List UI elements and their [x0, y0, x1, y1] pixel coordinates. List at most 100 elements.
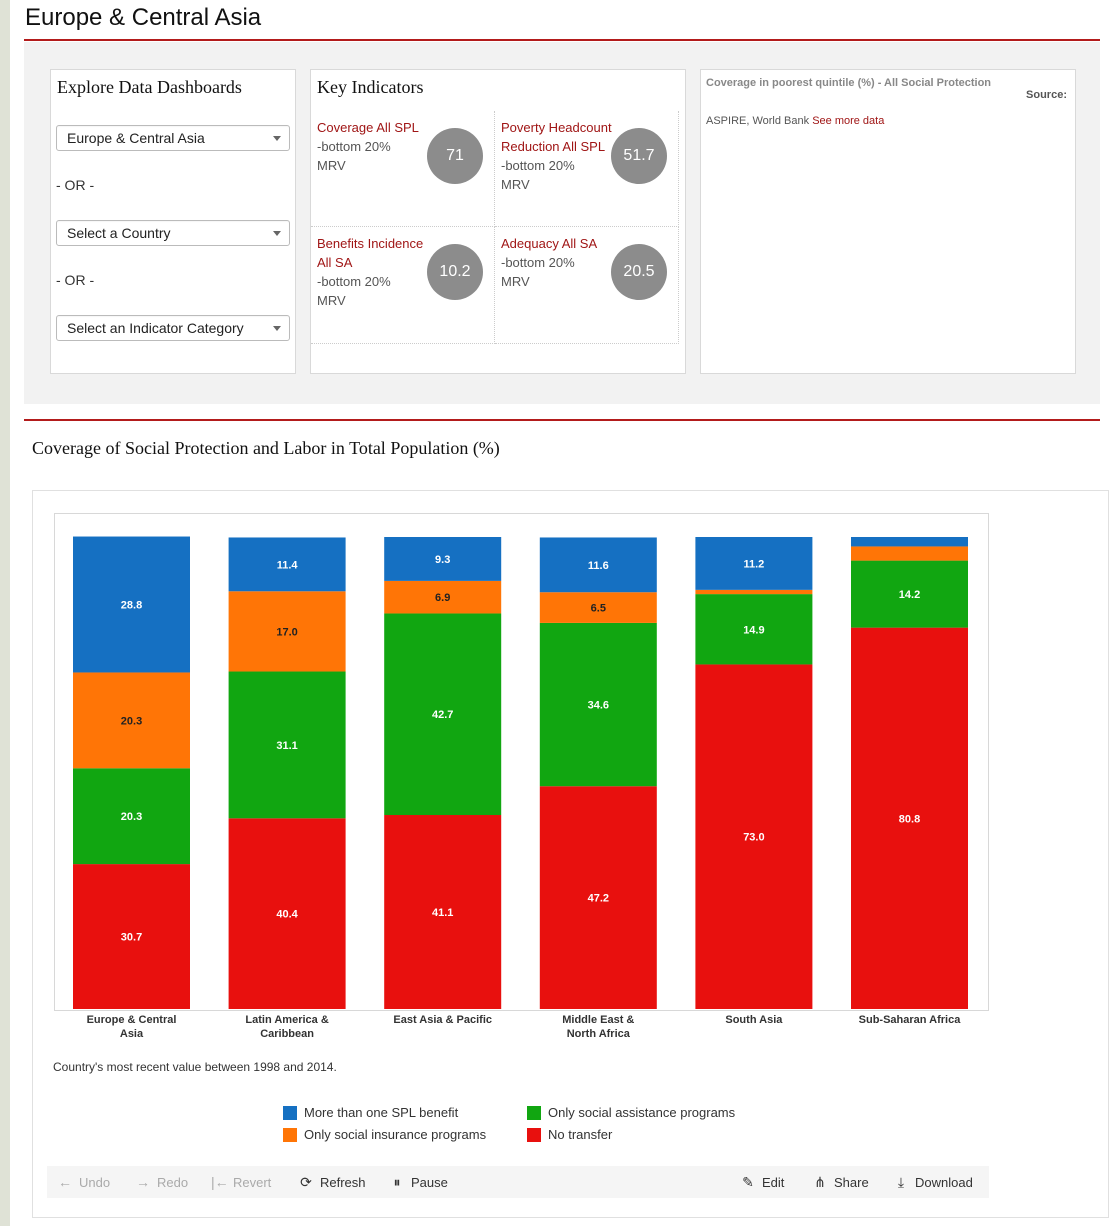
- data-label: 17.0: [276, 626, 297, 638]
- bar-segment[interactable]: [384, 815, 502, 1009]
- country-select-value: Select a Country: [67, 225, 171, 241]
- data-label: 20.3: [121, 811, 142, 823]
- revert-label: Revert: [233, 1175, 272, 1190]
- bar-segment[interactable]: [851, 560, 968, 628]
- data-label: 11.6: [588, 560, 609, 572]
- indicator-period: MRV: [317, 293, 346, 308]
- redo-button[interactable]: → Redo: [135, 1174, 188, 1190]
- download-icon: ⤓: [897, 1174, 905, 1190]
- edit-button[interactable]: ✎ Edit: [740, 1174, 784, 1190]
- x-tick-label: Latin America &: [245, 1014, 328, 1026]
- bar-segment[interactable]: [228, 671, 346, 819]
- arrow-right-icon: →: [136, 1174, 150, 1190]
- bar-segment[interactable]: [539, 592, 657, 623]
- bar-segment[interactable]: [73, 536, 190, 673]
- download-button[interactable]: ⤓ Download: [893, 1174, 973, 1190]
- revert-icon: |←: [211, 1174, 229, 1190]
- viz-toolbar: ← Undo → Redo |← Revert ⟳ Refresh ⏸ Pause ✎ Ed…: [47, 1166, 989, 1198]
- indicator-qualifier: -bottom 20%: [501, 255, 575, 270]
- indicator-value: 71: [427, 128, 483, 184]
- chevron-down-icon: [273, 231, 281, 236]
- coverage-card: Coverage in poorest quintile (%) - All S…: [700, 69, 1076, 374]
- bar-segment[interactable]: [695, 537, 813, 590]
- bar-segment[interactable]: [851, 546, 968, 561]
- legend-swatch: [283, 1106, 297, 1120]
- data-label: 47.2: [588, 893, 609, 905]
- bar-segment[interactable]: [228, 591, 346, 672]
- x-tick-label: Asia: [120, 1028, 144, 1040]
- bar-segment[interactable]: [384, 537, 502, 581]
- stacked-bar-chart: 30.7 20.3 20.3 28.8 Europe & Central Asia 40.4…: [73, 536, 968, 1040]
- coverage-title: Coverage in poorest quintile (%) - All S…: [706, 77, 992, 89]
- bar-segment[interactable]: [695, 594, 813, 665]
- bar-segment[interactable]: [228, 537, 346, 592]
- bar-segment[interactable]: [384, 580, 502, 614]
- data-label: 42.7: [432, 709, 453, 721]
- chevron-down-icon: [273, 326, 281, 331]
- indicator-period: MRV: [501, 274, 530, 289]
- bar-segment[interactable]: [695, 664, 813, 1009]
- see-more-link[interactable]: See more data: [812, 115, 885, 127]
- chart-heading: Coverage of Social Protection and Labor …: [32, 438, 500, 458]
- key-indicators-grid: Coverage All SPL -bottom 20% MRV 71 Pove…: [311, 111, 679, 344]
- dashboard-panel: Explore Data Dashboards Europe & Central…: [24, 42, 1100, 404]
- share-label: Share: [834, 1175, 869, 1190]
- x-tick-label: Caribbean: [260, 1028, 314, 1040]
- pause-button[interactable]: ⏸ Pause: [389, 1174, 448, 1190]
- bar-segment[interactable]: [539, 622, 657, 787]
- undo-label: Undo: [79, 1175, 111, 1190]
- x-tick-label: Europe & Central: [87, 1014, 177, 1026]
- bar-segment[interactable]: [73, 768, 190, 865]
- region-select[interactable]: Europe & Central Asia: [56, 125, 290, 151]
- data-label: 6.9: [435, 592, 450, 604]
- indicator-tile[interactable]: Adequacy All SA -bottom 20% MRV 20.5: [495, 227, 679, 344]
- x-tick-label: South Asia: [725, 1014, 783, 1026]
- pause-label: Pause: [411, 1175, 448, 1190]
- bar-segment[interactable]: [851, 537, 968, 547]
- data-label: 14.2: [899, 589, 920, 601]
- arrow-left-icon: ←: [58, 1174, 72, 1190]
- chart-note: Country's most recent value between 1998…: [53, 1060, 337, 1074]
- legend-swatch: [527, 1106, 541, 1120]
- indicator-period: MRV: [501, 177, 530, 192]
- source-label: Source:: [1026, 89, 1067, 101]
- indicator-category-select[interactable]: Select an Indicator Category: [56, 315, 290, 341]
- share-icon: ⋔: [814, 1174, 826, 1190]
- indicator-value: 51.7: [611, 128, 667, 184]
- share-button[interactable]: ⋔ Share: [812, 1174, 869, 1190]
- bar-segment[interactable]: [228, 818, 346, 1009]
- bar-segment[interactable]: [539, 786, 657, 1009]
- redo-label: Redo: [157, 1175, 189, 1190]
- bar-segment[interactable]: [384, 613, 502, 816]
- bar-segment[interactable]: [851, 627, 968, 1009]
- region-select-value: Europe & Central Asia: [67, 130, 205, 146]
- refresh-button[interactable]: ⟳ Refresh: [298, 1174, 365, 1190]
- data-label: 9.3: [435, 554, 450, 566]
- x-tick-label: Middle East &: [562, 1014, 634, 1026]
- bar-segment[interactable]: [539, 537, 657, 593]
- data-label: 20.3: [121, 715, 142, 727]
- region-title: Europe & Central Asia: [25, 4, 262, 31]
- indicator-tile[interactable]: Poverty Headcount Reduction All SPL -bot…: [495, 111, 679, 227]
- plot-area: [54, 513, 989, 1011]
- page: Europe & Central Asia Explore Data Dashb…: [10, 0, 1118, 1226]
- data-label: 73.0: [743, 832, 764, 844]
- country-select[interactable]: Select a Country: [56, 220, 290, 246]
- bar-segment[interactable]: [695, 589, 813, 595]
- indicator-tile[interactable]: Benefits Incidence All SA -bottom 20% MR…: [311, 227, 495, 344]
- indicator-label: Coverage All SPL: [317, 120, 419, 135]
- bar-segment[interactable]: [73, 672, 190, 769]
- source-line: ASPIRE, World Bank See more data: [706, 115, 884, 127]
- data-label: 6.5: [591, 603, 606, 615]
- indicator-value: 20.5: [611, 244, 667, 300]
- revert-button[interactable]: |← Revert: [211, 1174, 271, 1190]
- legend-swatch: [283, 1128, 297, 1142]
- bar-segment[interactable]: [73, 864, 190, 1009]
- or-separator: - OR -: [56, 272, 95, 288]
- pause-icon: ⏸: [393, 1174, 401, 1190]
- indicator-label: Poverty Headcount Reduction All SPL: [501, 120, 612, 154]
- data-label: 34.6: [588, 700, 609, 712]
- indicator-tile[interactable]: Coverage All SPL -bottom 20% MRV 71: [311, 111, 495, 227]
- section-divider: [24, 419, 1100, 421]
- undo-button[interactable]: ← Undo: [57, 1174, 110, 1190]
